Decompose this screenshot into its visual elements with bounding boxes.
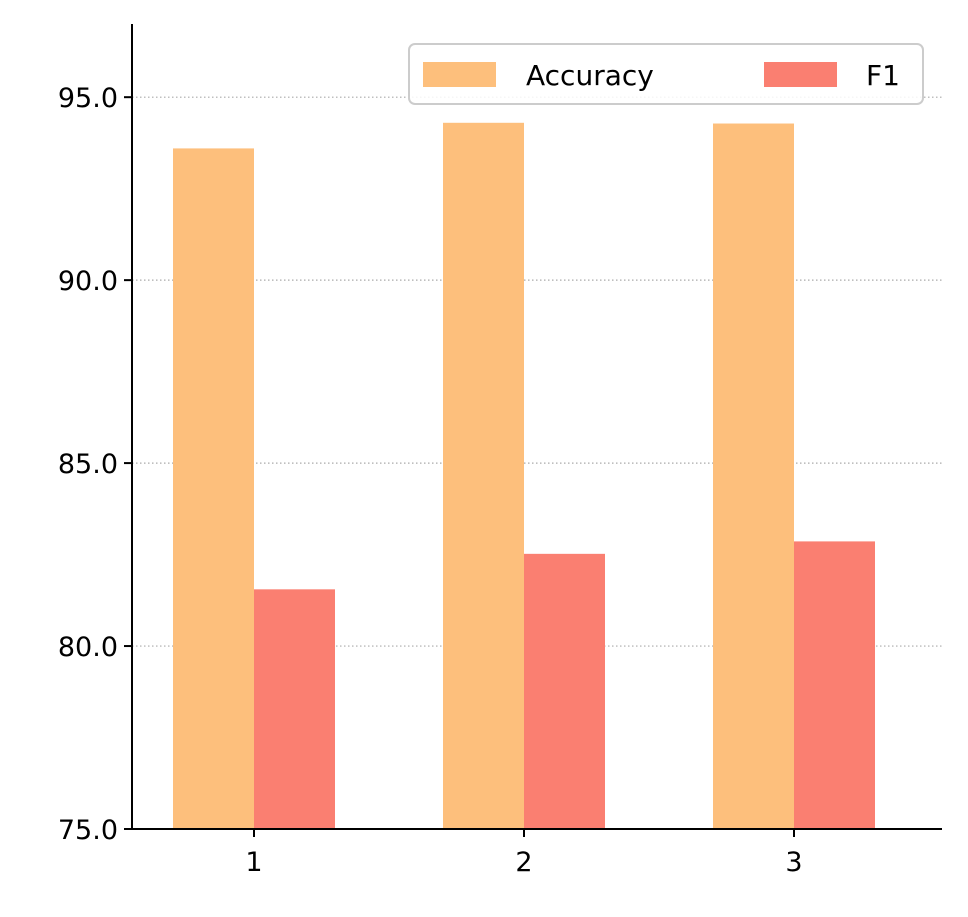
legend: Accuracy F1	[408, 43, 924, 105]
y-tick-label: 90.0	[58, 266, 118, 297]
legend-label-accuracy: Accuracy	[526, 59, 654, 92]
y-tick-label: 95.0	[58, 83, 118, 114]
bar-f1-1	[254, 589, 335, 829]
x-ticks: 1 2 3	[245, 829, 803, 878]
bar-accuracy-2	[443, 122, 524, 829]
legend-swatch-accuracy	[423, 62, 496, 87]
bar-accuracy-3	[713, 123, 794, 829]
legend-swatch-f1	[764, 62, 837, 87]
y-tick-label: 85.0	[58, 449, 118, 480]
axes	[131, 24, 942, 830]
x-tick-label: 3	[785, 847, 802, 878]
x-tick-label: 1	[245, 847, 262, 878]
x-tick-label: 2	[515, 847, 532, 878]
y-tick-label: 80.0	[58, 632, 118, 663]
bars	[173, 122, 875, 830]
bar-f1-2	[524, 553, 605, 829]
legend-label-f1: F1	[866, 59, 900, 92]
y-tick-label: 75.0	[58, 815, 118, 846]
y-ticks: 75.0 80.0 85.0 90.0 95.0	[58, 83, 132, 846]
bar-accuracy-1	[173, 148, 254, 830]
legend-frame	[408, 43, 924, 105]
bar-f1-3	[794, 541, 875, 829]
